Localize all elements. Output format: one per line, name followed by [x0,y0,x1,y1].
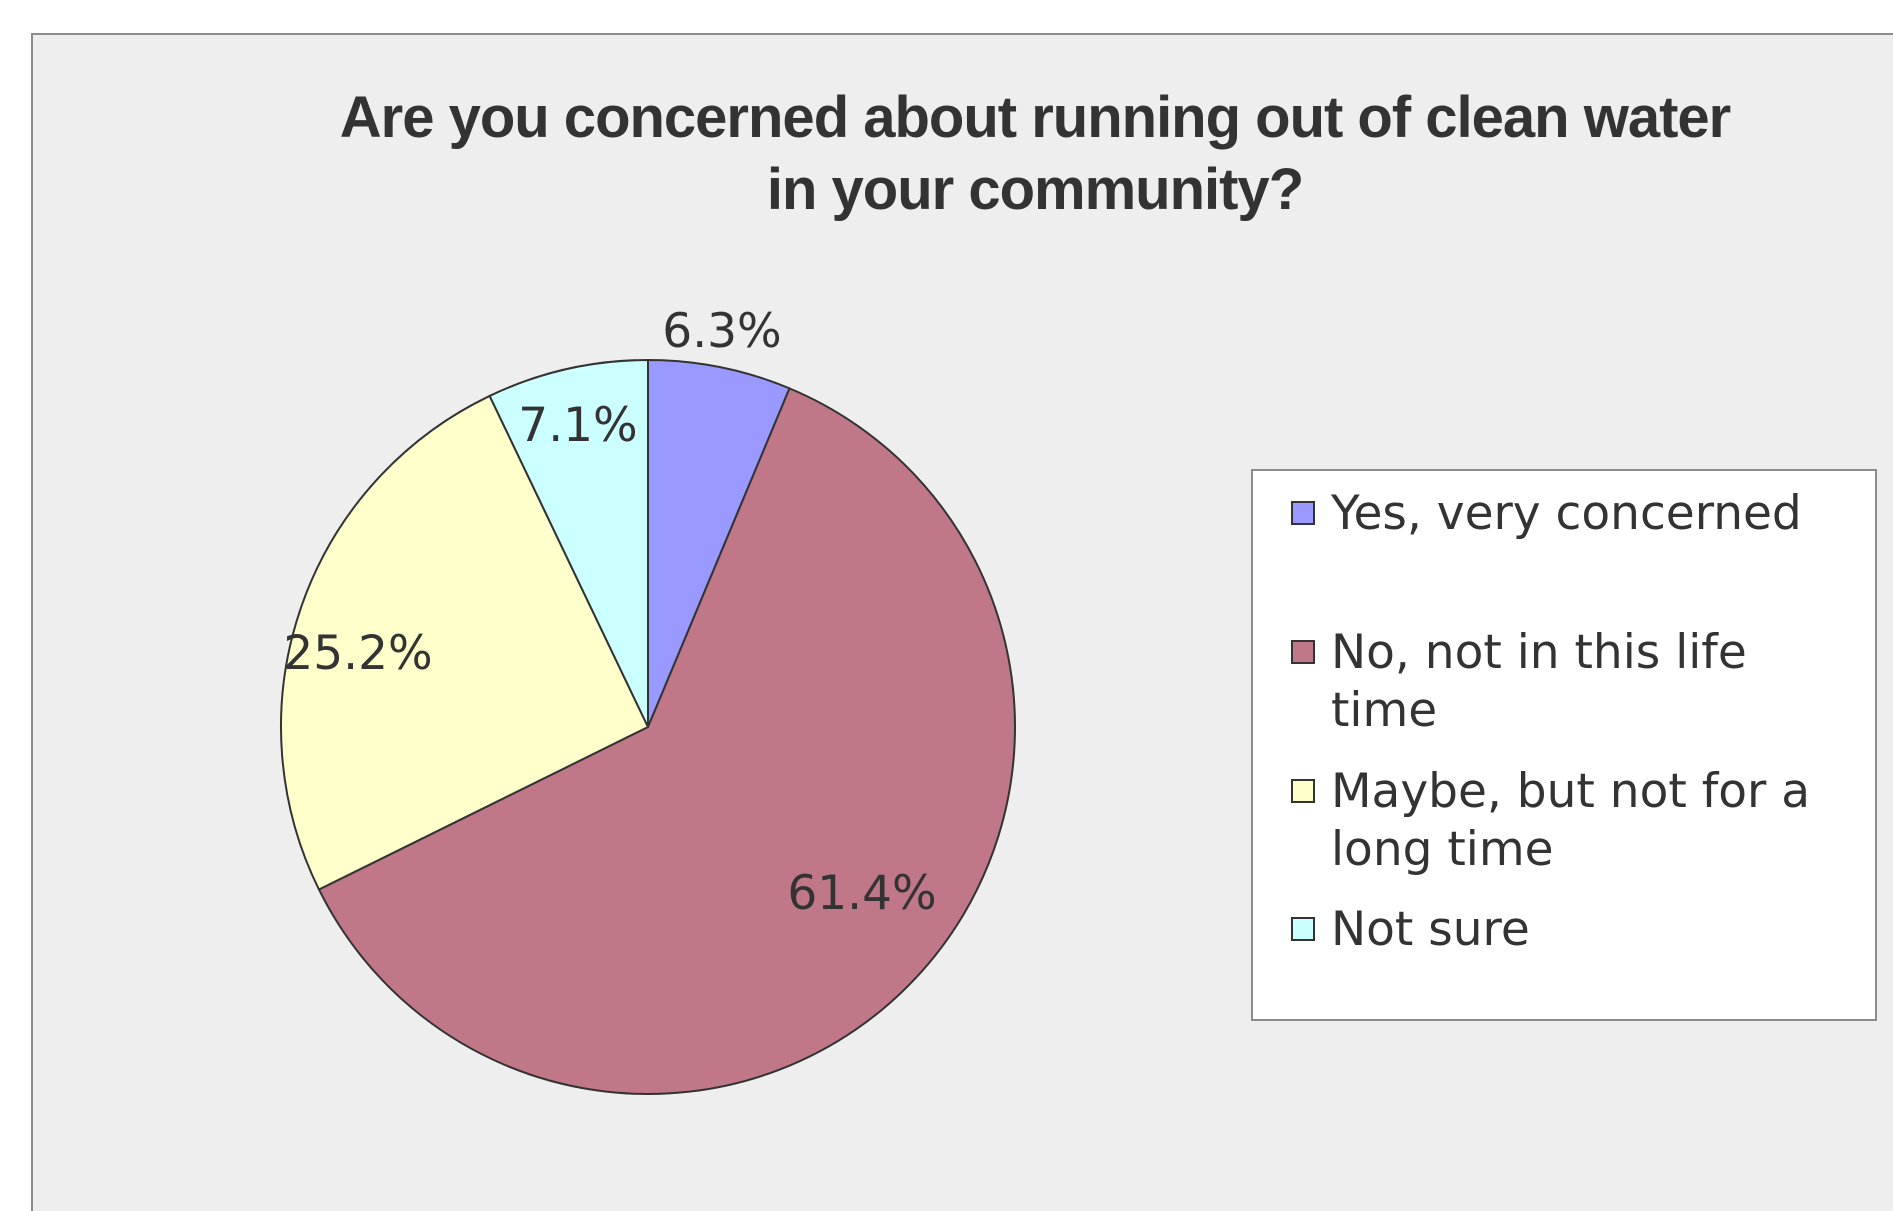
legend: Yes, very concerned No, not in this life… [1251,469,1877,1021]
legend-swatch-not-sure [1291,917,1315,941]
legend-swatch-yes [1291,501,1315,525]
chart-title-line-1: Are you concerned about running out of c… [339,85,1731,150]
pie-label-yes: 6.3% [662,304,781,359]
pie-slice-not-sure [488,359,649,728]
legend-swatch-no [1291,640,1315,664]
legend-label-not-sure: Not sure [1331,902,1530,957]
chart-title-line-2: in your community? [766,157,1304,222]
pie-slice-maybe [280,394,649,891]
chart-title: Are you concerned about running out of c… [110,82,1893,226]
legend-label-maybe: Maybe, but not for a long time [1331,764,1811,877]
pie-slice-yes [647,359,791,728]
pie-label-maybe: 25.2% [283,626,432,681]
legend-label-yes: Yes, very concerned [1331,486,1802,541]
pie-slice-no [317,387,1016,1095]
legend-swatch-maybe [1291,779,1315,803]
pie-label-no: 61.4% [787,866,936,921]
legend-label-no: No, not in this life time [1331,625,1747,738]
pie-label-not-sure: 7.1% [518,398,637,453]
